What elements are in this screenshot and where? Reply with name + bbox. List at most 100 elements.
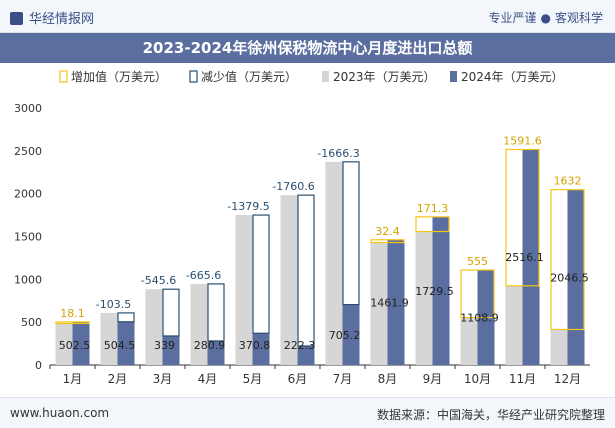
bar-2024 <box>342 304 360 365</box>
bar-2023 <box>550 329 568 365</box>
increase-value-label: 171.3 <box>417 202 449 215</box>
bar-2023 <box>100 312 118 365</box>
bar-2023 <box>505 285 523 365</box>
decrease-box <box>252 214 270 334</box>
legend-label-y2023: 2023年（万美元） <box>333 70 436 84</box>
bar-2023 <box>55 323 73 365</box>
legend-swatch-y2024 <box>450 71 457 82</box>
x-tick-label: 6月 <box>288 372 308 386</box>
bar-2024 <box>432 216 450 365</box>
legend-label-increase: 增加值（万美元） <box>71 69 167 84</box>
x-tick-label: 12月 <box>554 372 581 386</box>
decrease-box <box>342 161 360 306</box>
decrease-value-label: -545.6 <box>141 274 176 287</box>
bar-2023 <box>235 215 253 365</box>
bar-2024 <box>297 345 315 365</box>
top-bar: 华经情报网 专业严谨 ● 客观科学 <box>0 0 615 33</box>
y-tick-label: 3000 <box>14 102 42 115</box>
value-label-2024: 2046.5 <box>550 271 589 284</box>
value-label-2024: 280.9 <box>194 339 226 352</box>
bar-2024 <box>162 335 180 365</box>
increase-box <box>460 269 495 319</box>
decrease-box <box>162 288 180 337</box>
slogan-part1: 专业严谨 <box>488 11 537 25</box>
y-tick-label: 1500 <box>14 231 42 244</box>
decrease-value-label: -1760.6 <box>272 180 314 193</box>
value-label-2024: 339 <box>154 339 175 352</box>
decrease-box <box>297 194 315 347</box>
value-label-2024: 502.5 <box>59 339 91 352</box>
x-tick-label: 1月 <box>63 372 83 386</box>
x-tick-label: 7月 <box>333 372 353 386</box>
slogan-part2: 客观科学 <box>554 11 603 25</box>
footer: www.huaon.com 数据来源：中国海关，华经产业研究院整理 <box>0 397 615 428</box>
decrease-box <box>207 283 225 342</box>
y-tick-label: 2000 <box>14 188 42 201</box>
increase-box <box>505 148 540 287</box>
decrease-value-label: -1379.5 <box>227 200 269 213</box>
brand[interactable]: 华经情报网 <box>10 8 94 27</box>
legend-label-y2024: 2024年（万美元） <box>461 70 564 84</box>
bar-2023 <box>415 231 433 365</box>
increase-box <box>55 321 90 325</box>
y-tick-label: 2500 <box>14 145 42 158</box>
legend-label-decrease: 减少值（万美元） <box>201 69 297 84</box>
value-label-2024: 222.3 <box>284 339 316 352</box>
value-label-2024: 370.8 <box>239 339 271 352</box>
bar-2023 <box>145 289 163 365</box>
bar-2024 <box>387 239 405 365</box>
bar-2024 <box>522 149 540 365</box>
value-label-2024: 1461.9 <box>370 296 409 309</box>
bar-2024 <box>207 340 225 365</box>
legend-swatch-y2023 <box>322 71 329 82</box>
increase-value-label: 18.1 <box>60 307 85 320</box>
bar-2024 <box>567 189 585 365</box>
decrease-value-label: -665.6 <box>186 269 221 282</box>
slogan-separator: ● <box>540 11 551 25</box>
value-label-2024: 705.2 <box>329 329 361 342</box>
bar-2023 <box>460 317 478 365</box>
x-tick-label: 4月 <box>198 372 218 386</box>
increase-value-label: 32.4 <box>375 225 400 238</box>
site-url[interactable]: www.huaon.com <box>10 406 110 420</box>
x-tick-label: 3月 <box>153 372 173 386</box>
decrease-value-label: -103.5 <box>96 298 131 311</box>
x-tick-label: 9月 <box>423 372 443 386</box>
increase-box <box>370 239 405 244</box>
legend-swatch-increase <box>59 70 68 83</box>
chart: 增加值（万美元） 减少值（万美元） 2023年（万美元） 2024年（万美元） 0 500… <box>14 69 590 386</box>
increase-value-label: 1591.6 <box>503 134 542 147</box>
bar-2023 <box>370 242 388 365</box>
x-tick-label: 11月 <box>509 372 536 386</box>
value-label-2024: 1729.5 <box>415 285 454 298</box>
x-tick-label: 10月 <box>464 372 491 386</box>
decrease-value-label: -1666.3 <box>317 147 359 160</box>
x-tick-label: 2月 <box>108 372 128 386</box>
y-tick-label: 500 <box>21 316 42 329</box>
chart-title: 2023-2024年徐州保税物流中心月度进出口总额 <box>0 33 615 63</box>
bar-2024 <box>252 333 270 365</box>
data-source: 数据来源：中国海关，华经产业研究院整理 <box>376 408 605 422</box>
bar-2023 <box>280 195 298 365</box>
value-label-2024: 1108.9 <box>460 312 499 325</box>
x-tick-label: 8月 <box>378 372 398 386</box>
x-tick-label: 5月 <box>243 372 263 386</box>
bar-2023 <box>190 283 208 365</box>
y-tick-label: 0 <box>35 359 42 372</box>
decrease-box <box>117 312 135 323</box>
brand-logo-icon <box>10 12 23 25</box>
bar-2024 <box>72 321 90 365</box>
increase-box <box>415 216 450 233</box>
bar-2023 <box>325 161 343 365</box>
increase-box <box>550 189 585 331</box>
legend-swatch-decrease <box>189 70 198 83</box>
increase-value-label: 555 <box>467 255 488 268</box>
brand-name: 华经情报网 <box>29 12 95 27</box>
y-tick-label: 1000 <box>14 273 42 286</box>
bar-2024 <box>117 321 135 365</box>
increase-value-label: 1632 <box>554 175 582 188</box>
value-label-2024: 2516.1 <box>505 251 544 264</box>
slogan: 专业严谨 ● 客观科学 <box>488 9 603 26</box>
value-label-2024: 504.5 <box>104 339 136 352</box>
